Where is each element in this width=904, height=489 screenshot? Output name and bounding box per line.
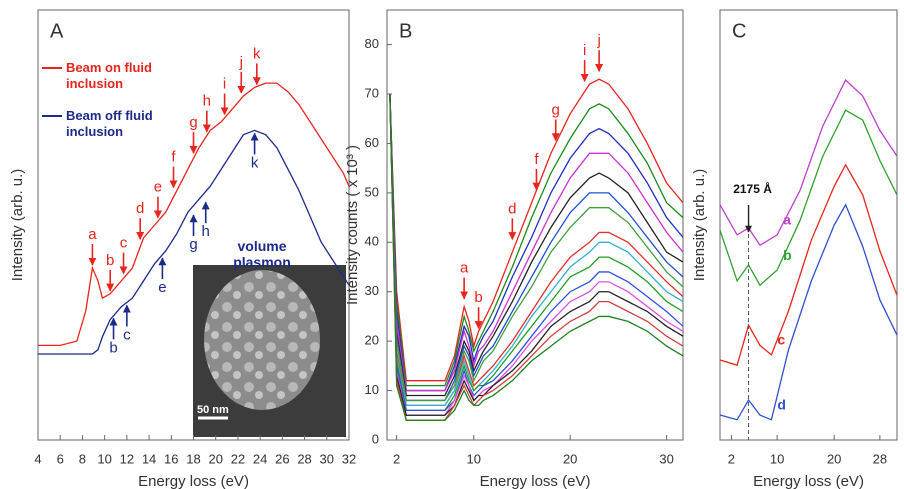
series-line xyxy=(389,94,684,397)
annotation-label: b xyxy=(109,339,117,356)
series-line xyxy=(38,129,350,355)
annotation-label: f xyxy=(171,149,176,166)
annotation-label: j xyxy=(239,54,243,71)
annotation-label: c xyxy=(123,326,131,343)
annotation-label: h xyxy=(203,93,211,110)
x-tick-label: 22 xyxy=(231,451,245,466)
annotation-label: e xyxy=(154,179,162,196)
marker-label: 2175 Å xyxy=(733,181,772,196)
x-axis-label: Energy loss (eV) xyxy=(138,473,249,489)
annotation-label: i xyxy=(223,75,226,92)
annotation-label: j xyxy=(596,32,600,49)
y-tick-label: 40 xyxy=(365,234,379,249)
y-tick-label: 50 xyxy=(365,184,379,199)
x-tick-label: 16 xyxy=(164,451,178,466)
x-tick-label: 14 xyxy=(142,451,156,466)
x-tick-label: 28 xyxy=(297,451,311,466)
series-line xyxy=(389,94,684,416)
plot-frame xyxy=(719,9,898,441)
annotation-label: e xyxy=(158,279,166,296)
x-axis-label: Energy loss (eV) xyxy=(753,473,864,489)
legend-label: Beam on fluid inclusion xyxy=(66,60,152,91)
annotation-label: a xyxy=(88,226,97,243)
annotation-label: h xyxy=(202,223,210,240)
series-line xyxy=(389,78,684,382)
annotation-label: a xyxy=(460,260,469,277)
annotation-label: d xyxy=(136,200,144,217)
series-line xyxy=(389,94,684,421)
annotation-label: k xyxy=(253,45,261,62)
x-tick-label: 8 xyxy=(79,451,86,466)
x-tick-label: 30 xyxy=(320,451,334,466)
series-line xyxy=(38,82,350,347)
y-tick-label: 80 xyxy=(365,36,379,51)
x-tick-label: 10 xyxy=(97,451,111,466)
y-axis-label: Intensity counts ( x 10³ ) xyxy=(344,145,361,305)
x-tick-label: 2 xyxy=(728,451,735,466)
series-line xyxy=(389,94,684,387)
panel-label: B xyxy=(399,20,412,42)
x-tick-label: 20 xyxy=(208,451,222,466)
series-label: b xyxy=(783,247,792,263)
x-tick-label: 30 xyxy=(659,451,673,466)
series-label: c xyxy=(777,332,785,348)
annotation-label: f xyxy=(534,151,539,168)
y-axis-label: Intensity (arb. u.) xyxy=(9,169,26,282)
x-tick-label: 28 xyxy=(873,451,887,466)
annotation-label: b xyxy=(474,289,482,306)
x-tick-label: 2 xyxy=(393,451,400,466)
plot-frame xyxy=(386,9,684,441)
series-line xyxy=(719,109,898,287)
y-tick-label: 60 xyxy=(365,135,379,150)
panel-label: A xyxy=(50,20,64,42)
annotation-label: b xyxy=(106,252,114,269)
series-label: d xyxy=(777,396,786,412)
annotation-label: k xyxy=(251,154,259,171)
annotation-label: g xyxy=(189,114,197,131)
y-tick-label: 70 xyxy=(365,85,379,100)
annotation-label: d xyxy=(508,200,516,217)
annotation-label: g xyxy=(189,236,197,253)
y-tick-label: 20 xyxy=(365,333,379,348)
x-tick-label: 26 xyxy=(275,451,289,466)
series-line xyxy=(389,94,684,407)
series-line xyxy=(389,94,684,421)
x-tick-label: 32 xyxy=(342,451,356,466)
inset-image xyxy=(193,265,346,437)
series-line xyxy=(389,94,684,392)
series-line xyxy=(389,94,684,411)
series-line xyxy=(719,79,898,247)
series-line xyxy=(389,94,684,407)
series-line xyxy=(389,94,684,402)
x-tick-label: 20 xyxy=(563,451,577,466)
annotation-label: g xyxy=(552,101,560,118)
x-tick-label: 18 xyxy=(186,451,200,466)
series-line xyxy=(719,163,898,366)
x-tick-label: 10 xyxy=(770,451,784,466)
series-label: a xyxy=(783,212,791,228)
x-tick-label: 6 xyxy=(57,451,64,466)
series-line xyxy=(389,94,684,402)
annotation-note: volume plasmon xyxy=(233,238,291,270)
annotation-label: c xyxy=(120,235,128,252)
x-tick-label: 10 xyxy=(467,451,481,466)
x-tick-label: 20 xyxy=(827,451,841,466)
x-axis-label: Energy loss (eV) xyxy=(480,473,591,489)
y-tick-label: 30 xyxy=(365,283,379,298)
x-tick-label: 4 xyxy=(34,451,41,466)
x-tick-label: 12 xyxy=(120,451,134,466)
y-axis-label: Intensity (arb. u.) xyxy=(691,169,708,282)
panel-label: C xyxy=(732,20,746,42)
y-tick-label: 10 xyxy=(365,382,379,397)
x-tick-label: 24 xyxy=(253,451,267,466)
y-tick-label: 0 xyxy=(372,431,379,446)
annotation-label: i xyxy=(583,42,586,59)
inset-scale-label: 50 nm xyxy=(197,404,229,416)
series-line xyxy=(719,203,898,421)
legend-label: Beam off fluid inclusion xyxy=(66,108,153,139)
